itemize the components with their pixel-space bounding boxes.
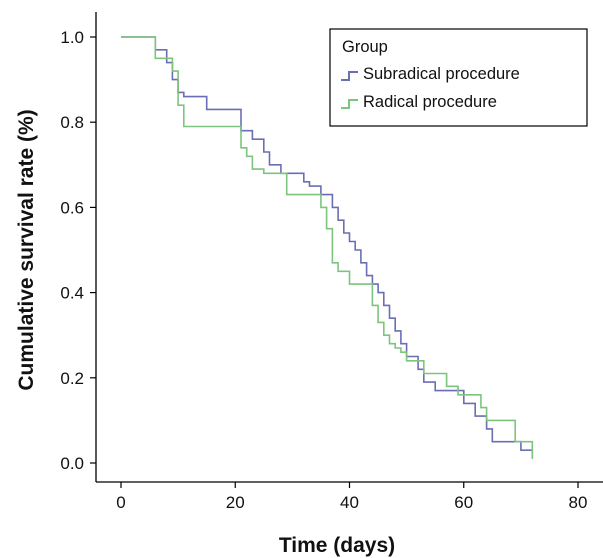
series-line-subradical (121, 36, 534, 459)
legend-label-subradical: Subradical procedure (363, 65, 520, 83)
y-tick-label: 0.0 (60, 454, 84, 473)
legend-symbol-subradical (341, 71, 358, 81)
y-axis: 0.0 0.2 0.4 0.6 0.8 1.0 (60, 28, 96, 473)
y-tick-label: 0.6 (60, 198, 84, 217)
legend-box (329, 28, 588, 127)
x-tick-label: 80 (569, 493, 588, 512)
x-tick-label: 0 (116, 493, 125, 512)
x-tick-label: 60 (454, 493, 473, 512)
x-tick-label: 40 (340, 493, 359, 512)
legend-label-radical: Radical procedure (363, 93, 497, 111)
legend-symbol-radical (341, 99, 358, 109)
series-line-radical (121, 36, 534, 459)
legend-title: Group (342, 38, 388, 56)
y-tick-label: 0.4 (60, 284, 84, 303)
y-tick-label: 0.8 (60, 113, 84, 132)
series-layer (121, 36, 534, 459)
y-tick-label: 0.2 (60, 369, 84, 388)
y-axis-title: Cumulative survival rate (%) (15, 109, 38, 390)
x-tick-label: 20 (226, 493, 245, 512)
legend: Group Subradical procedure Radical proce… (329, 28, 588, 127)
x-axis: 0 20 40 60 80 (116, 482, 587, 512)
x-axis-title: Time (days) (279, 534, 395, 557)
y-tick-label: 1.0 (60, 28, 84, 47)
